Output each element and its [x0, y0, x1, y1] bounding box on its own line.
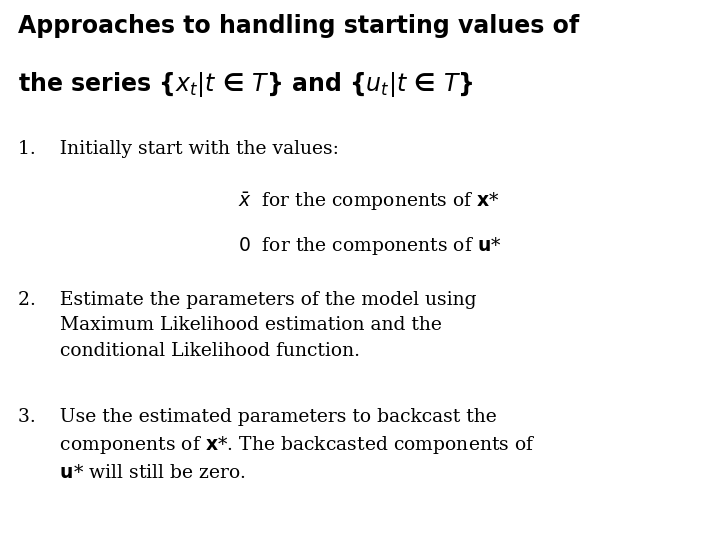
Text: 1.    Initially start with the values:: 1. Initially start with the values: [18, 140, 339, 158]
Text: 2.    Estimate the parameters of the model using
       Maximum Likelihood estim: 2. Estimate the parameters of the model … [18, 291, 477, 360]
Text: $\bar{x}$  for the components of $\mathbf{x}$*: $\bar{x}$ for the components of $\mathbf… [238, 190, 500, 213]
Text: 3.    Use the estimated parameters to backcast the
       components of $\mathbf: 3. Use the estimated parameters to backc… [18, 408, 536, 482]
Text: Approaches to handling starting values of: Approaches to handling starting values o… [18, 14, 580, 37]
Text: the series {$x_t|t\,\mathbf{\in}\,T$} and {$u_t|t\,\mathbf{\in}\,T$}: the series {$x_t|t\,\mathbf{\in}\,T$} an… [18, 70, 474, 99]
Text: $0$  for the components of $\mathbf{u}$*: $0$ for the components of $\mathbf{u}$* [238, 235, 501, 257]
